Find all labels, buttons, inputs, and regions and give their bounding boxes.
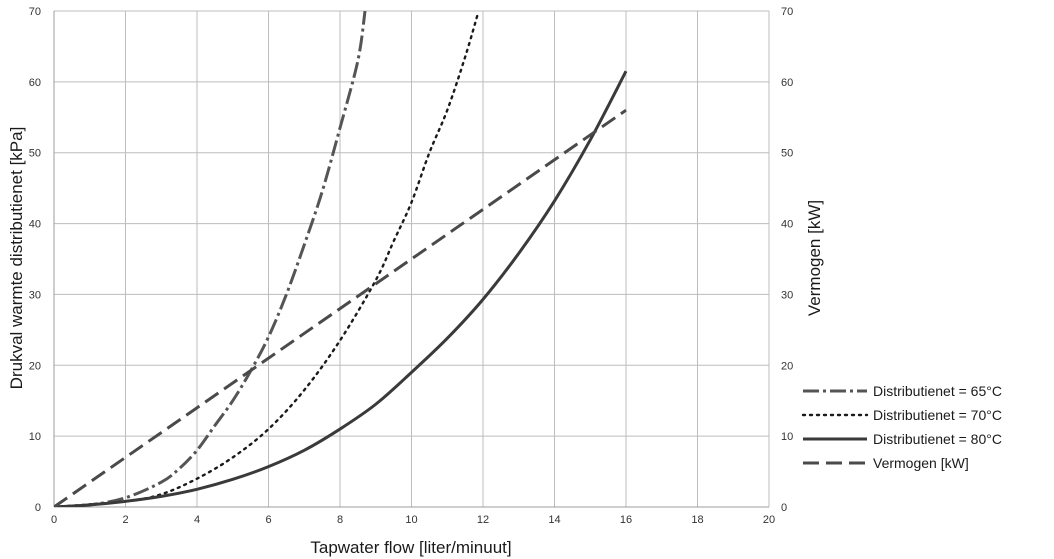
y-right-tick-label: 20 [781, 360, 793, 372]
x-tick-label: 6 [265, 514, 271, 526]
x-tick-label: 10 [405, 514, 417, 526]
series-line-0 [54, 11, 367, 507]
y-right-tick-label: 10 [781, 431, 793, 443]
x-axis-title: Tapwater flow [liter/minuut] [310, 538, 511, 557]
series-line-3 [54, 108, 627, 507]
y-right-tick-label: 50 [781, 148, 793, 160]
x-tick-label: 4 [194, 514, 200, 526]
series-line-2 [54, 70, 628, 507]
y-right-tick-label: 30 [781, 289, 793, 301]
legend: Distributienet = 65°C Distributienet = 70… [801, 383, 1002, 471]
legend-label: Vermogen [kW] [873, 455, 969, 471]
y-left-tick-label: 30 [29, 289, 41, 301]
x-tick-label: 0 [51, 514, 57, 526]
y-axis-left-title: Drukval warmte distributienet [kPa] [7, 127, 26, 390]
y-axis-left-ticks: 0 10 20 30 40 50 60 70 [29, 6, 41, 514]
x-tick-label: 16 [620, 514, 632, 526]
y-right-tick-label: 70 [781, 6, 793, 18]
x-tick-label: 8 [337, 514, 343, 526]
y-left-tick-label: 60 [29, 77, 41, 89]
y-right-tick-label: 60 [781, 77, 793, 89]
x-tick-label: 20 [763, 514, 775, 526]
legend-label: Distributienet = 80°C [873, 431, 1002, 447]
x-tick-label: 18 [691, 514, 703, 526]
y-left-tick-label: 70 [29, 6, 41, 18]
legend-label: Distributienet = 65°C [873, 383, 1002, 399]
gridlines [53, 10, 770, 508]
legend-label: Distributienet = 70°C [873, 407, 1002, 423]
y-left-tick-label: 20 [29, 360, 41, 372]
x-tick-label: 14 [548, 514, 560, 526]
y-right-tick-label: 40 [781, 219, 793, 231]
y-left-tick-label: 50 [29, 148, 41, 160]
x-tick-label: 2 [122, 514, 128, 526]
x-tick-label: 12 [477, 514, 489, 526]
y-right-tick-label: 0 [781, 502, 787, 514]
y-left-tick-label: 10 [29, 431, 41, 443]
y-axis-right-ticks: 0 10 20 30 40 50 60 70 [781, 6, 793, 514]
series-line-1 [54, 13, 479, 507]
y-left-tick-label: 40 [29, 219, 41, 231]
x-axis-ticks: 0 2 4 6 8 10 12 14 16 18 20 [51, 514, 775, 526]
series-lines [54, 11, 628, 507]
y-axis-right-title: Vermogen [kW] [805, 200, 824, 316]
y-left-tick-label: 0 [35, 502, 41, 514]
